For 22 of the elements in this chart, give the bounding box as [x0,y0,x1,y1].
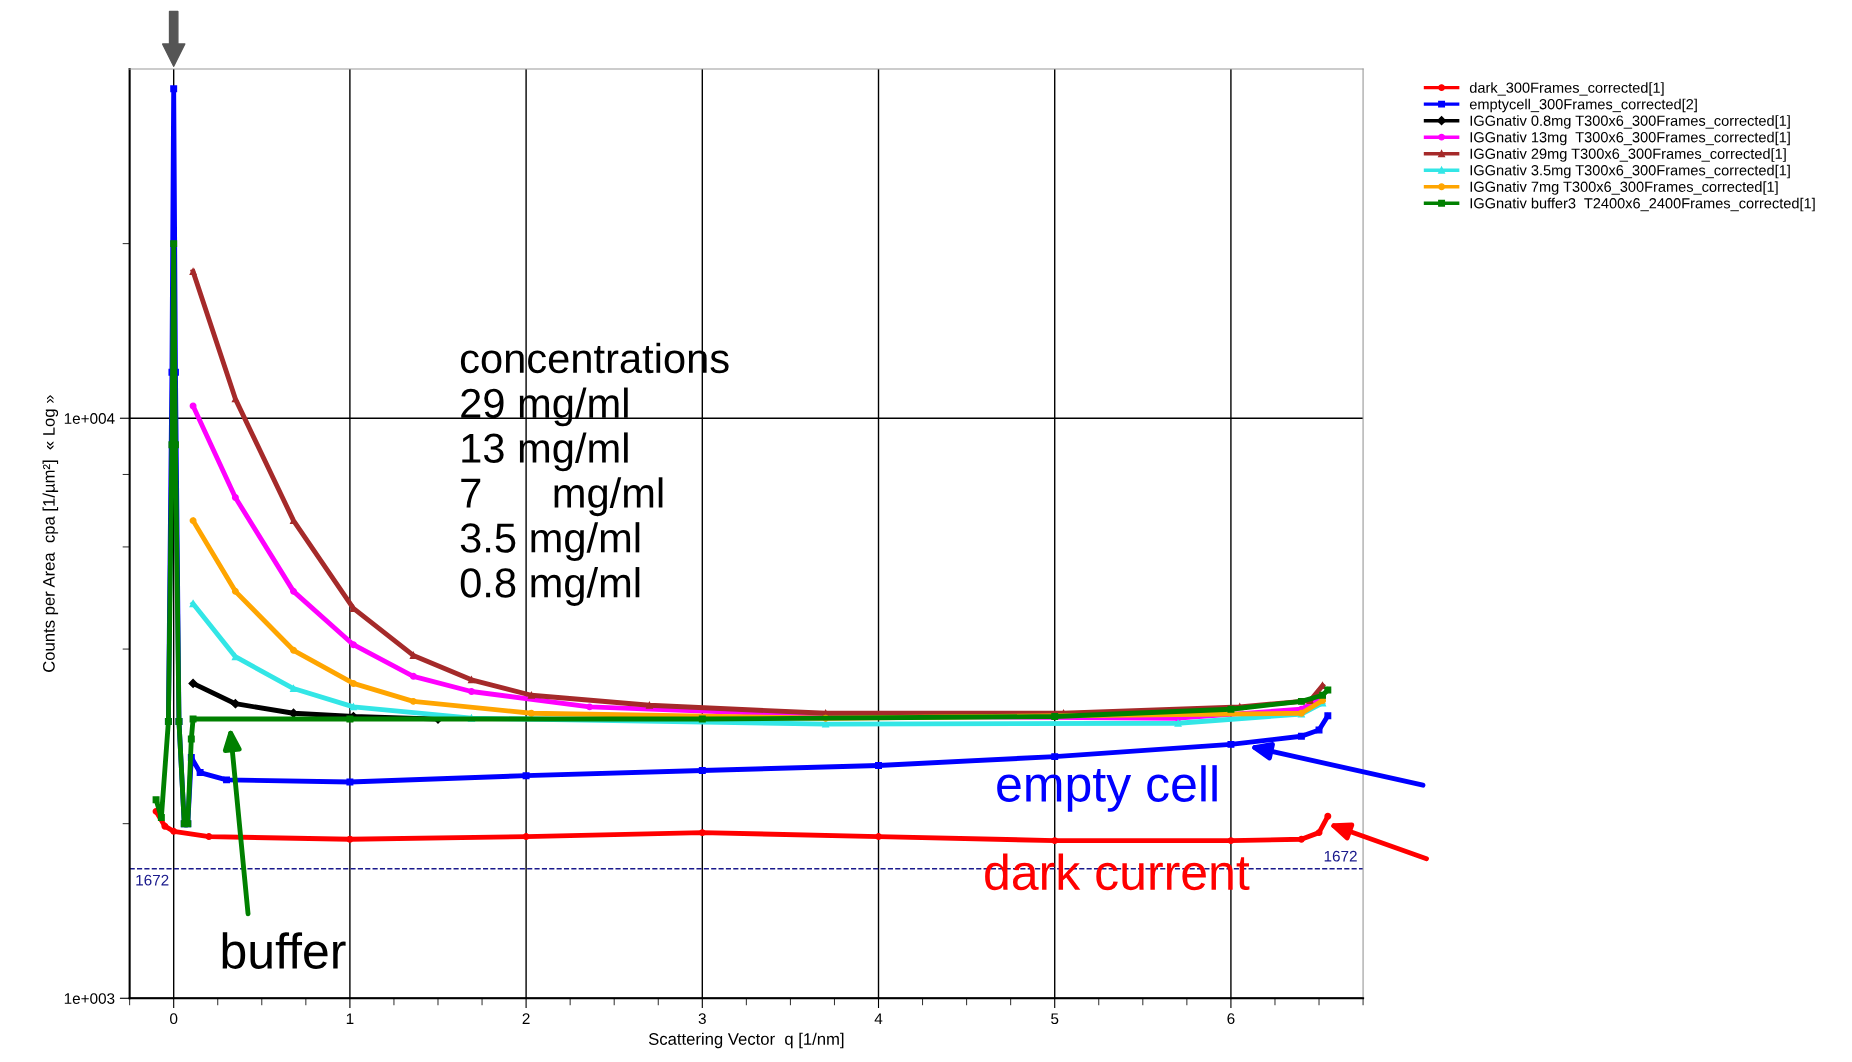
legend-label: IGGnativ 7mg T300x6_300Frames_corrected[1] [1470,181,1778,195]
legend-label: emptycell_300Frames_corrected[2] [1469,98,1697,113]
legend-label: IGGnativ 13mg T300x6_300Frames_corrected[1] [1470,131,1790,146]
x-tick-label: 4 [874,1013,883,1024]
y-axis-title: Counts per Area cpa [1/µm²] « Log » [42,395,59,672]
legend-label: dark_300Frames_corrected[1] [1469,82,1664,96]
y-tick-label: 1e+003 [64,993,115,1004]
x-tick-label: 3 [698,1013,706,1025]
x-tick-label: 2 [522,1013,530,1024]
legend-label: IGGnativ 3.5mg T300x6_300Frames_corrected[1] [1470,164,1790,179]
x-tick-label: 0 [170,1013,178,1025]
legend-label: IGGnativ buffer3 T2400x6_2400Frames_corrected[1] [1470,197,1815,212]
legend-label: IGGnativ 0.8mg T300x6_300Frames_corrected[1] [1470,115,1790,129]
legend-label: IGGnativ 29mg T300x6_300Frames_corrected[1] [1470,148,1786,162]
ref-line-label: 1672 [136,874,169,886]
x-axis-title: Scattering Vector q [1/nm] [648,1032,844,1049]
x-tick-label: 5 [1051,1013,1059,1025]
annotation: buffer [222,932,346,969]
x-tick-label: 6 [1227,1013,1235,1025]
x-tick-label: 1 [346,1013,354,1024]
text: 1672 [1324,850,1357,862]
y-tick-label: 1e+004 [64,413,115,424]
